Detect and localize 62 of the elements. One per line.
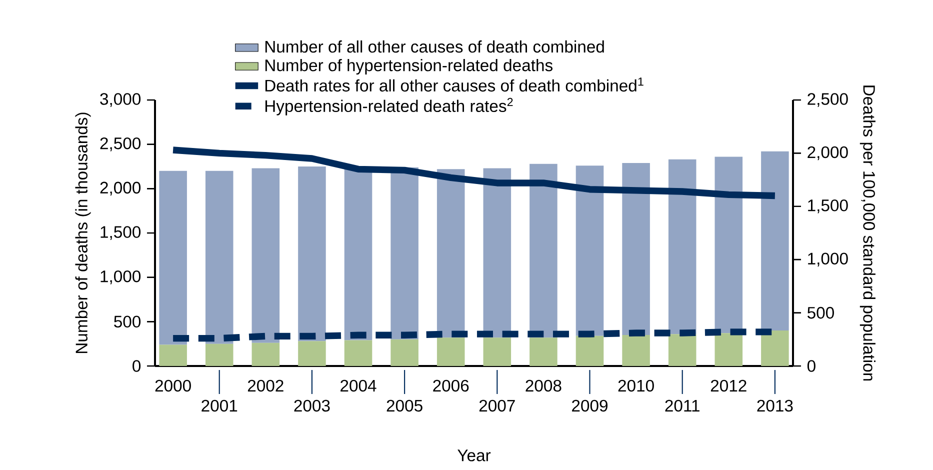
y2-tick-label: 2,500 bbox=[808, 93, 848, 107]
bar bbox=[436, 338, 465, 366]
x-tick-label: 2004 bbox=[340, 380, 376, 392]
bar bbox=[622, 162, 650, 335]
y-tick-label: 1,500 bbox=[100, 226, 141, 240]
y2-tick-label: 1,000 bbox=[808, 252, 848, 266]
x-tick-label: 2007 bbox=[479, 400, 515, 412]
bar bbox=[252, 342, 280, 366]
bar bbox=[205, 170, 234, 344]
bar bbox=[622, 334, 650, 366]
bar bbox=[344, 167, 372, 340]
y2-tick-label: 0 bbox=[807, 360, 816, 372]
bar bbox=[530, 164, 558, 338]
x-tick-label: 2003 bbox=[294, 400, 330, 412]
x-tick-label: 2002 bbox=[248, 380, 284, 392]
y2-tick-label: 500 bbox=[807, 306, 834, 319]
y2-tick-label: 1,500 bbox=[808, 200, 848, 214]
y-tick-label: 0 bbox=[132, 360, 141, 372]
x-tick-label: 2005 bbox=[386, 400, 422, 412]
bar bbox=[530, 338, 558, 366]
x-axis-title: Year bbox=[458, 450, 491, 462]
x-tick-label: 2000 bbox=[155, 380, 191, 392]
bar bbox=[576, 166, 604, 336]
bar bbox=[668, 334, 696, 366]
bar bbox=[483, 168, 512, 338]
x-tick-label: 2013 bbox=[757, 400, 793, 412]
bar bbox=[344, 340, 372, 366]
bar bbox=[483, 338, 512, 366]
y-tick-label: 1,000 bbox=[100, 270, 141, 284]
bar bbox=[761, 330, 789, 366]
x-tick-label: 2011 bbox=[665, 400, 700, 412]
legend-label: Death rates for all other causes of death combined$^{1}$ bbox=[265, 78, 644, 92]
bar bbox=[390, 167, 418, 340]
bar bbox=[668, 159, 696, 334]
x-tick-label: 2008 bbox=[526, 380, 562, 392]
bar bbox=[761, 151, 789, 331]
x-tick-label: 2009 bbox=[572, 400, 608, 412]
bar bbox=[298, 341, 326, 366]
y2-tick-label: 2,000 bbox=[808, 146, 848, 160]
bar bbox=[298, 166, 326, 342]
bar bbox=[205, 344, 234, 366]
y-tick-label: 2,500 bbox=[100, 137, 141, 152]
x-tick-label: 2010 bbox=[618, 380, 654, 392]
legend-label: Number of hypertension-related deaths bbox=[265, 58, 552, 75]
bar bbox=[714, 156, 743, 334]
bar bbox=[436, 169, 465, 338]
y2-axis-title: Deaths per 100,000 standard population bbox=[860, 86, 876, 381]
y-axis-title: Number of deaths (in thousands) bbox=[75, 112, 91, 353]
bar bbox=[159, 344, 187, 366]
x-tick-label: 2006 bbox=[433, 380, 469, 392]
y-tick-label: 3,000 bbox=[100, 93, 141, 107]
y-tick-label: 500 bbox=[114, 316, 141, 328]
bar bbox=[714, 333, 743, 366]
bar bbox=[576, 336, 604, 366]
y-tick-label: 2,000 bbox=[100, 182, 141, 196]
bar bbox=[390, 339, 418, 366]
x-tick-label: 2012 bbox=[710, 380, 746, 392]
legend-label: Hypertension-related death rates$^{2}$ bbox=[265, 98, 513, 116]
x-tick-label: 2001 bbox=[202, 400, 238, 412]
bar bbox=[252, 168, 280, 343]
legend-label: Number of all other causes of death combined bbox=[265, 40, 604, 53]
bar bbox=[159, 170, 187, 345]
